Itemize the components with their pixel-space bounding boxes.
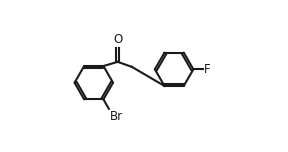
Text: O: O bbox=[113, 33, 122, 46]
Text: F: F bbox=[203, 63, 210, 76]
Text: Br: Br bbox=[110, 110, 123, 123]
